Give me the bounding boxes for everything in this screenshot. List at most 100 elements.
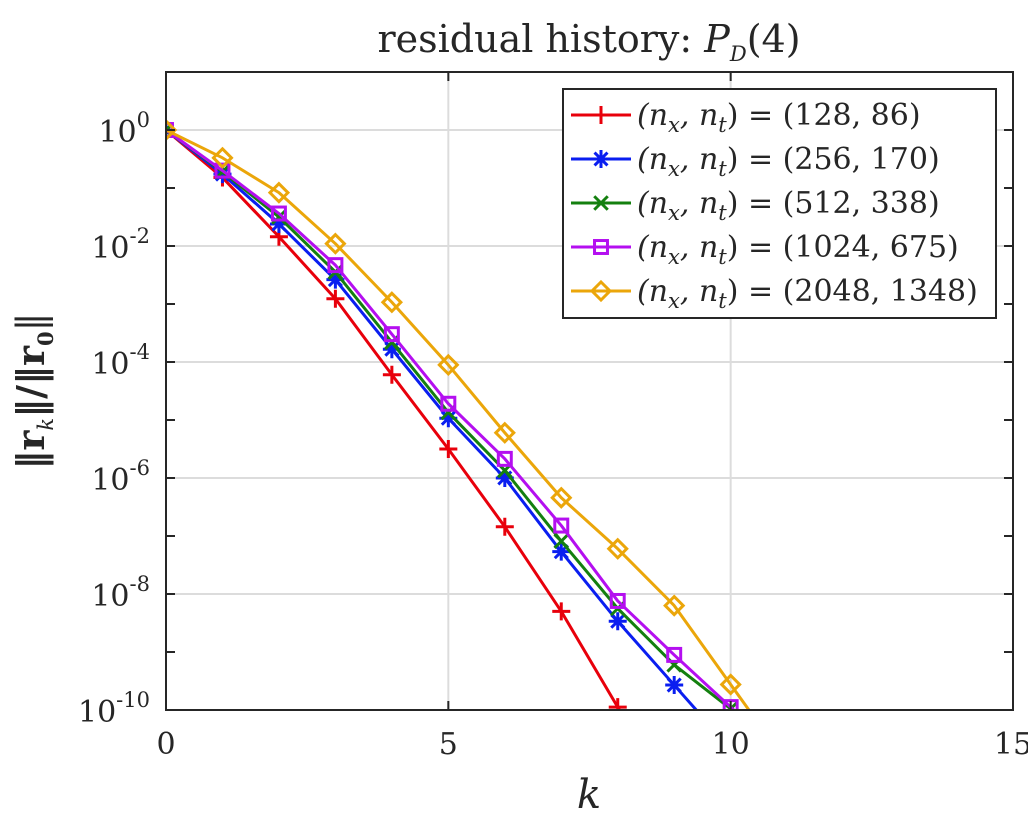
title-hat: ˆ [718, 0, 738, 24]
data-point-marker [606, 537, 629, 560]
series-4 [166, 122, 739, 710]
legend-label-part: ) = (1024, 675) [727, 230, 959, 265]
data-point-marker [665, 676, 684, 695]
legend-entry-3: (nx, nt) = (512, 338) [571, 186, 940, 225]
data-point-marker [550, 486, 573, 509]
data-point-marker [326, 289, 345, 308]
ylabel-sub: 0 [33, 331, 58, 346]
legend-label-part: (n [637, 142, 668, 177]
legend-label-part: (n [637, 98, 668, 133]
data-point-marker [589, 279, 613, 303]
legend-label-sub: t [718, 245, 727, 269]
x-tick-label: 0 [156, 727, 175, 762]
legend-label-part: ) = (2048, 1348) [727, 274, 978, 309]
data-point-marker [495, 469, 514, 487]
y-tick-label: 10-8 [91, 572, 150, 614]
ylabel-part: ‖/‖r [8, 345, 53, 418]
data-point-marker [496, 450, 513, 467]
legend-label-part: ) = (256, 170) [727, 142, 940, 177]
x-tick-label: 5 [439, 727, 458, 762]
legend-label-sub: x [668, 113, 680, 137]
y-tick-label: 10-4 [91, 340, 150, 382]
axis-label-layer: residual history: PD(4)ˆk‖rk‖/‖r0‖ [8, 0, 801, 818]
plot-frame [165, 71, 1014, 711]
legend-label-part: (n [637, 186, 668, 221]
title-symbol: P [703, 17, 731, 61]
data-point-marker [211, 146, 234, 169]
y-axis-label: ‖rk‖/‖r0‖ [8, 312, 58, 469]
data-point-marker [440, 395, 457, 412]
y-tick-base: 10 [91, 579, 129, 614]
y-tick-exponent: -2 [130, 224, 150, 248]
series-line [166, 128, 751, 710]
data-point-marker [382, 340, 401, 359]
data-point-marker [552, 542, 571, 561]
legend-entry-1: (nx, nt) = (128, 86) [571, 98, 921, 137]
legend-entry-5: (nx, nt) = (2048, 1348) [571, 274, 978, 313]
data-point-marker [271, 209, 287, 225]
legend-label-part: , n [680, 230, 718, 265]
y-tick-base: 10 [91, 463, 129, 498]
data-point-marker [326, 270, 345, 289]
series-line [166, 128, 622, 710]
series-line [166, 128, 735, 710]
legend-label-part: ) = (512, 338) [727, 186, 940, 221]
legend-label-part: (n [637, 274, 668, 309]
legend-label-sub: t [718, 201, 727, 225]
title-subscript: D [729, 42, 747, 66]
legend-box [562, 88, 997, 319]
legend-label-sub: x [668, 157, 680, 181]
ylabel-sub: k [34, 418, 58, 431]
data-point-marker [493, 421, 516, 444]
y-tick-exponent: -10 [116, 688, 150, 712]
title-argument: (4) [747, 17, 801, 61]
legend-label-part: , n [680, 274, 718, 309]
legend-entry-4: (nx, nt) = (1024, 675) [571, 230, 959, 269]
legend-label: (nx, nt) = (1024, 675) [637, 230, 959, 269]
data-point-marker [439, 409, 458, 428]
data-point-marker [722, 699, 739, 710]
data-point-marker [592, 150, 610, 168]
y-tick-label: 10-10 [78, 688, 150, 730]
data-point-marker [439, 440, 458, 458]
data-point-marker [380, 291, 403, 314]
data-point-marker [553, 517, 570, 534]
y-tick-exponent: 0 [137, 108, 150, 132]
data-point-marker [327, 257, 344, 274]
series-line [166, 128, 737, 710]
y-tick-label: 100 [98, 108, 150, 150]
y-tick-base: 10 [91, 347, 129, 382]
y-tick-base: 10 [98, 115, 136, 150]
legend-label-sub: t [718, 289, 727, 313]
legend-label: (nx, nt) = (128, 86) [637, 98, 921, 137]
y-tick-exponent: -6 [130, 456, 150, 480]
legend-label-sub: t [718, 113, 727, 137]
data-point-marker [553, 533, 570, 550]
data-point-marker [383, 326, 400, 343]
data-point-marker [609, 592, 626, 609]
data-point-marker [608, 612, 627, 631]
legend-label-sub: x [668, 289, 680, 313]
data-point-marker [213, 165, 232, 184]
data-point-marker [666, 646, 683, 663]
legend-label-part: , n [680, 98, 718, 133]
data-point-marker [269, 214, 288, 233]
data-point-marker [552, 602, 571, 621]
series-1 [166, 121, 627, 710]
data-point-marker [593, 195, 609, 211]
data-point-marker [267, 181, 291, 204]
data-point-marker [608, 698, 627, 710]
series-5 [166, 118, 751, 710]
chart-title: residual history: PD(4) [377, 17, 800, 66]
data-point-marker [382, 365, 401, 384]
series-2 [166, 121, 699, 710]
legend-label: (nx, nt) = (2048, 1348) [637, 274, 978, 313]
legend-label-sub: x [668, 245, 680, 269]
ylabel-part: ‖ [9, 312, 53, 331]
legend-label-part: , n [680, 186, 718, 221]
legend-label-sub: x [668, 201, 680, 225]
legend-label: (nx, nt) = (512, 338) [637, 186, 940, 225]
data-point-marker [214, 162, 231, 179]
data-point-marker [593, 239, 609, 255]
